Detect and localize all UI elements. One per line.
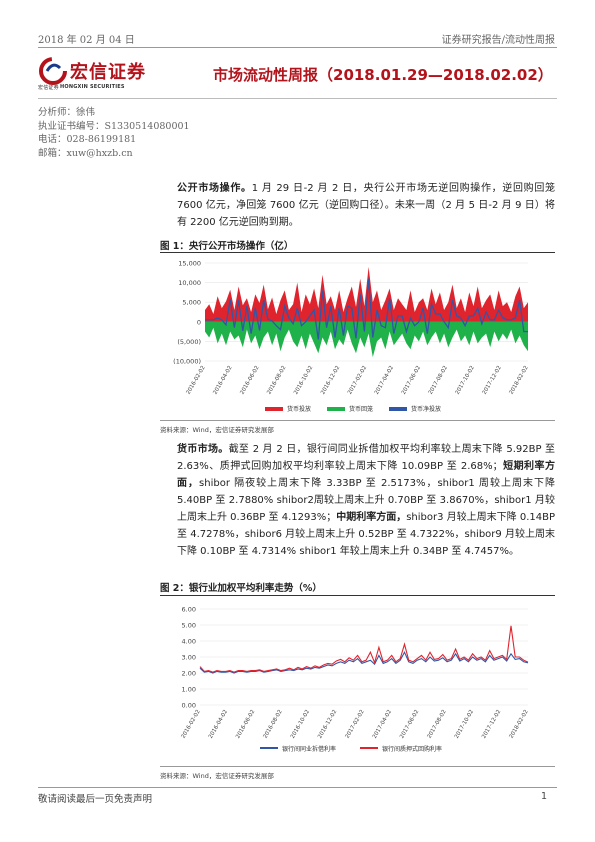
figure1-source: 资料来源：Wind，宏信证券研究发展部 <box>160 426 274 434</box>
y-tick-label: 15,000 <box>178 260 201 268</box>
legend-swatch <box>389 407 407 411</box>
figure2-top-rule <box>160 595 555 596</box>
x-tick-label: 2016-12-02 <box>320 365 341 396</box>
legend-swatch <box>260 747 278 749</box>
x-tick-label: 2017-02-02 <box>347 365 368 396</box>
x-tick-label: 2016-04-02 <box>212 365 233 396</box>
x-tick-label: 2017-12-02 <box>482 365 503 396</box>
y-tick-label: 2.00 <box>182 670 196 678</box>
y-tick-label: 1.00 <box>182 686 196 694</box>
figure2-title: 图 2：银行业加权平均利率走势（%） <box>160 583 322 594</box>
report-date: 2018 年 02 月 04 日 <box>38 35 135 46</box>
money-market-paragraph: 货币市场。截至 2 月 2 日，银行间同业拆借加权平均利率较上周末下降 5.92… <box>177 441 555 560</box>
x-tick-label: 2017-02-02 <box>345 709 366 740</box>
x-tick-label: 2016-04-02 <box>208 709 229 740</box>
report-category: 证券研究报告/流动性周报 <box>441 35 555 46</box>
x-tick-label: 2016-02-02 <box>186 365 207 396</box>
analyst-email[interactable]: 邮箱：xuw@hxzb.cn <box>38 147 133 159</box>
legend-label: 银行间同业拆借利率 <box>282 745 336 753</box>
legend-label: 货币投放 <box>287 405 311 413</box>
money-market-text: 截至 2 月 2 日，银行间同业拆借加权平均利率较上周末下降 5.92BP 至 … <box>177 444 555 472</box>
logo-name-cn: 宏信证券 <box>70 62 146 83</box>
y-tick-label: 10,000 <box>178 279 201 287</box>
figure1-top-rule <box>160 252 555 253</box>
y-tick-label: 0 <box>197 318 201 326</box>
x-tick-label: 2016-08-02 <box>263 709 284 740</box>
legend-label: 银行间质押式回购利率 <box>382 745 442 753</box>
figure2-bottom-rule <box>160 766 555 767</box>
short-rate-lead: 短期利率方面， <box>177 461 556 489</box>
x-tick-label: 2016-10-02 <box>293 365 314 396</box>
money-market-lead: 货币市场。 <box>177 444 229 455</box>
x-tick-label: 2017-10-02 <box>454 709 475 740</box>
analyst-cert: 执业证书编号：S1330514080001 <box>38 120 190 132</box>
series-line <box>199 625 529 673</box>
mid-rate-lead: 中期利率方面， <box>336 512 407 523</box>
y-tick-label: 0.00 <box>182 702 196 710</box>
figure2-source: 资料来源：Wind，宏信证券研究发展部 <box>160 772 274 780</box>
x-tick-label: 2017-08-02 <box>427 709 448 740</box>
company-logo: 宏信证券 宏信证券 HONGXIN SECURITIES <box>38 54 168 94</box>
x-tick-label: 2016-06-02 <box>235 709 256 740</box>
footer-disclaimer[interactable]: 敬请阅读最后一页免责声明 <box>38 794 153 805</box>
short-rate-text: shibor 隔夜较上周末下降 3.33BP 至 2.5173%，shibor1… <box>177 478 555 523</box>
series-area <box>205 321 528 358</box>
y-tick-label: 4.00 <box>182 638 196 646</box>
title-divider <box>38 98 557 99</box>
y-tick-label: (10,000) <box>173 358 201 366</box>
logo-mark-icon <box>39 57 67 85</box>
series-line <box>199 650 529 674</box>
open-market-lead: 公开市场操作。 <box>177 183 252 194</box>
y-tick-label: 3.00 <box>182 654 196 662</box>
series-line <box>205 278 528 340</box>
page-number: 1 <box>541 791 548 802</box>
figure1-title: 图 1：央行公开市场操作（亿） <box>160 241 294 252</box>
x-tick-label: 2017-08-02 <box>428 365 449 396</box>
x-tick-label: 2017-04-02 <box>372 709 393 740</box>
mid-rate-text: shibor3 月较上周末下降 0.14BP 至 4.7278%，shibor6… <box>177 512 556 557</box>
x-tick-label: 2017-04-02 <box>374 365 395 396</box>
y-tick-label: 5,000 <box>182 299 201 307</box>
y-tick-label: 6.00 <box>182 606 196 614</box>
analyst-info: 分析师：徐伟 执业证书编号：S1330514080001 电话：028-8619… <box>38 106 190 160</box>
open-market-paragraph: 公开市场操作。1 月 29 日-2 月 2 日，央行公开市场无逆回购操作，逆回购… <box>177 180 555 231</box>
x-tick-label: 2016-06-02 <box>239 365 260 396</box>
legend-swatch <box>327 407 345 411</box>
x-tick-label: 2016-10-02 <box>290 709 311 740</box>
open-market-body: 1 月 29 日-2 月 2 日，央行公开市场无逆回购操作，逆回购回笼 7600… <box>177 183 555 228</box>
y-tick-label: (5,000) <box>177 338 201 346</box>
header-divider <box>38 47 557 48</box>
x-tick-label: 2016-12-02 <box>317 709 338 740</box>
logo-name-en: HONGXIN SECURITIES <box>60 84 125 90</box>
x-tick-label: 2018-02-02 <box>509 709 530 740</box>
figure1-bottom-rule <box>160 420 555 421</box>
legend-label: 货币回笼 <box>349 405 373 413</box>
x-tick-label: 2017-10-02 <box>455 365 476 396</box>
legend-swatch <box>360 747 378 749</box>
report-title: 市场流动性周报（2018.01.29—2018.02.02） <box>213 66 553 84</box>
analyst-name: 分析师：徐伟 <box>38 107 96 118</box>
y-tick-label: 5.00 <box>182 622 196 630</box>
x-tick-label: 2017-06-02 <box>401 365 422 396</box>
open-market-chart: 15,000 10,000 5,000 0 (5,000) (10,000)2016-02… <box>173 260 530 414</box>
analyst-phone: 电话：028-86199181 <box>38 134 137 145</box>
legend-label: 货币净投放 <box>411 405 441 413</box>
x-tick-label: 2017-06-02 <box>399 709 420 740</box>
legend-swatch <box>265 407 283 411</box>
logo-name-small-cn: 宏信证券 <box>38 85 59 91</box>
x-tick-label: 2016-08-02 <box>266 365 287 396</box>
x-tick-label: 2017-12-02 <box>481 709 502 740</box>
footer-divider <box>38 787 557 788</box>
x-tick-label: 2018-02-02 <box>509 365 530 396</box>
x-tick-label: 2016-02-02 <box>181 709 202 740</box>
